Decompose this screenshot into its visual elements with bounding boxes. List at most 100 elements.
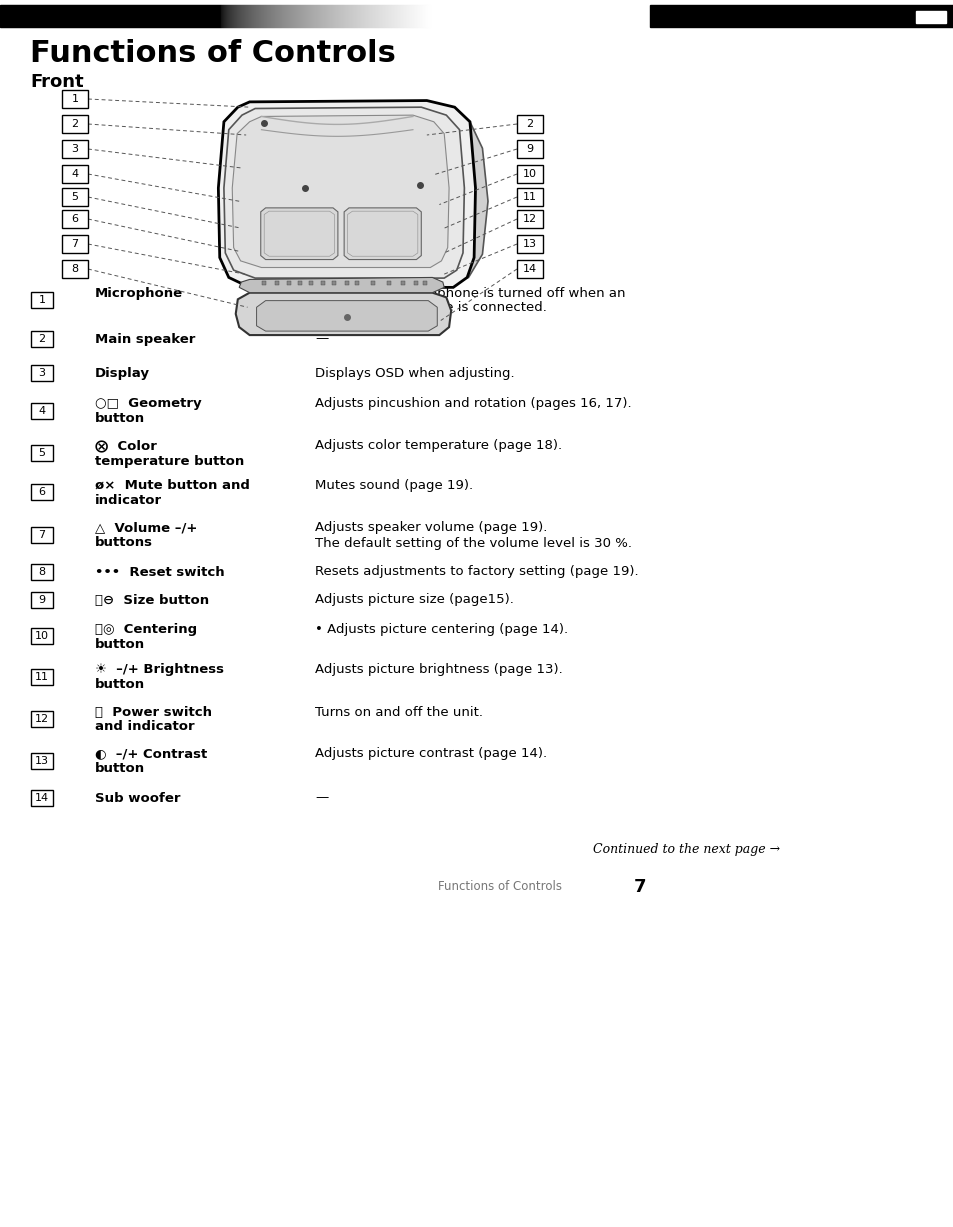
Bar	[97, 5, 98, 27]
Bar	[62, 236, 88, 253]
Bar	[222, 5, 223, 27]
Bar	[322, 5, 323, 27]
Polygon shape	[232, 115, 449, 267]
Bar	[56, 5, 57, 27]
Bar	[153, 5, 154, 27]
Bar	[329, 5, 330, 27]
Text: 9: 9	[526, 144, 533, 155]
Bar	[106, 5, 107, 27]
Bar	[429, 5, 430, 27]
Polygon shape	[449, 121, 488, 277]
Bar	[331, 5, 332, 27]
Bar	[53, 5, 54, 27]
Bar	[104, 5, 105, 27]
Bar	[326, 5, 327, 27]
Bar	[19, 5, 20, 27]
Bar	[347, 5, 348, 27]
Bar	[350, 5, 351, 27]
Text: ⨂  Color: ⨂ Color	[95, 439, 156, 453]
Bar	[359, 5, 360, 27]
Bar	[336, 5, 337, 27]
Bar	[275, 5, 276, 27]
Bar	[274, 5, 275, 27]
Bar	[129, 5, 130, 27]
Bar	[60, 5, 61, 27]
Bar	[231, 5, 232, 27]
Bar	[285, 5, 286, 27]
Bar	[210, 5, 211, 27]
Bar	[427, 5, 428, 27]
Bar	[376, 5, 377, 27]
Text: 14: 14	[35, 793, 49, 802]
Bar	[43, 5, 44, 27]
Text: Adjusts picture size (page15).: Adjusts picture size (page15).	[314, 594, 514, 606]
Bar	[290, 5, 291, 27]
Bar	[189, 5, 190, 27]
Bar	[141, 5, 142, 27]
Bar	[301, 5, 302, 27]
Text: Microphone: Microphone	[95, 286, 183, 299]
Bar	[123, 5, 124, 27]
Bar	[325, 5, 326, 27]
Bar	[293, 5, 294, 27]
Bar	[306, 5, 307, 27]
Bar	[256, 5, 257, 27]
Bar	[354, 5, 355, 27]
Bar	[330, 5, 331, 27]
Bar	[119, 5, 120, 27]
Bar	[92, 5, 94, 27]
Bar	[368, 5, 369, 27]
Bar	[281, 5, 282, 27]
Bar	[184, 5, 185, 27]
Bar	[102, 5, 103, 27]
Text: 12: 12	[35, 714, 49, 724]
Text: Front: Front	[30, 72, 84, 91]
Bar	[28, 5, 29, 27]
Bar	[240, 5, 241, 27]
Bar	[208, 5, 209, 27]
Bar	[204, 5, 205, 27]
Text: 3: 3	[38, 368, 46, 378]
Bar	[86, 5, 87, 27]
Bar	[73, 5, 74, 27]
Bar	[190, 5, 191, 27]
Bar	[340, 5, 341, 27]
Bar	[124, 5, 125, 27]
Bar	[6, 5, 7, 27]
Text: 6: 6	[71, 213, 78, 225]
Bar	[269, 5, 270, 27]
Bar	[424, 5, 426, 27]
Bar	[272, 5, 273, 27]
Bar	[245, 5, 246, 27]
Bar	[277, 5, 278, 27]
Bar	[416, 5, 417, 27]
Bar	[418, 5, 419, 27]
Bar	[30, 445, 53, 461]
Bar	[386, 5, 387, 27]
Bar	[309, 5, 310, 27]
Bar	[348, 5, 349, 27]
Polygon shape	[239, 277, 444, 293]
Bar	[108, 5, 109, 27]
Bar	[63, 5, 64, 27]
Bar	[7, 5, 8, 27]
Text: ø×  Mute button and: ø× Mute button and	[95, 479, 250, 492]
Bar	[407, 5, 408, 27]
Bar	[131, 5, 132, 27]
Bar	[393, 5, 394, 27]
Bar	[76, 5, 77, 27]
Bar	[257, 5, 258, 27]
Bar	[5, 5, 6, 27]
Bar	[254, 5, 255, 27]
Bar	[128, 5, 129, 27]
Text: 13: 13	[35, 756, 49, 766]
Bar	[150, 5, 151, 27]
Bar	[302, 5, 303, 27]
Bar	[369, 5, 370, 27]
Bar	[237, 5, 239, 27]
Bar	[344, 5, 345, 27]
Bar	[33, 5, 34, 27]
Bar	[367, 5, 368, 27]
Bar	[412, 5, 413, 27]
Bar	[40, 5, 41, 27]
